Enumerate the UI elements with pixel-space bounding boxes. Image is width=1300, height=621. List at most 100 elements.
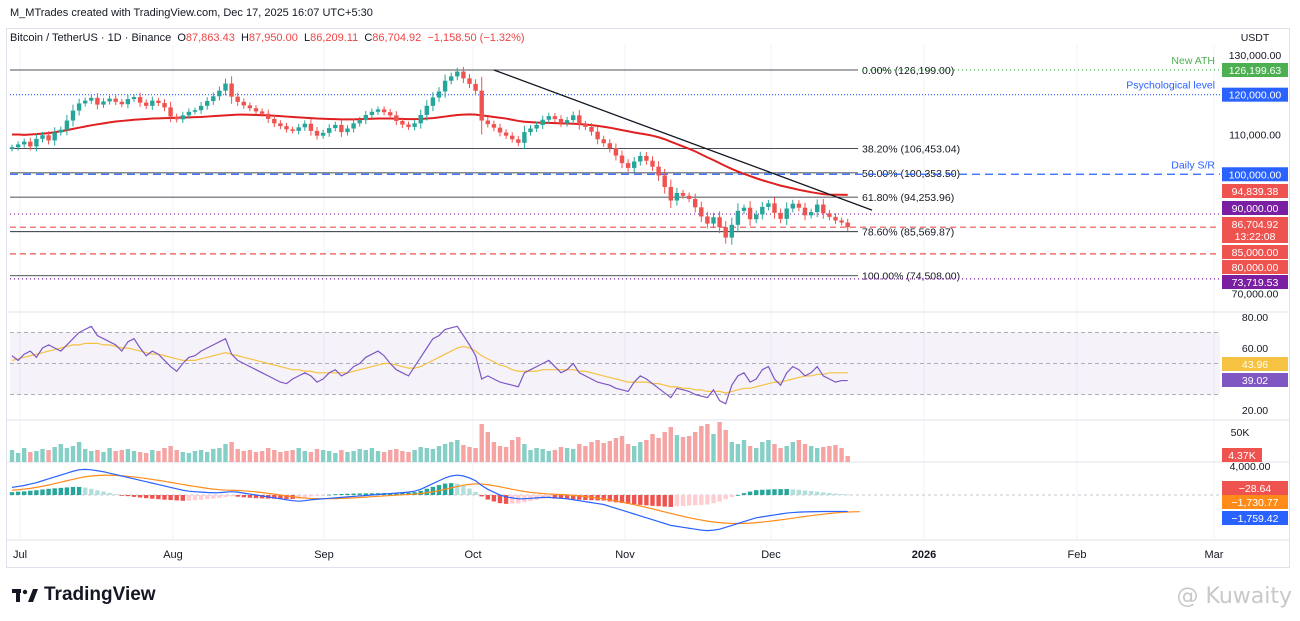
macd-histogram-bar	[327, 494, 332, 496]
level-annotation: New ATH	[1171, 55, 1215, 67]
candle-body	[662, 175, 667, 188]
candle-body	[747, 207, 753, 220]
candle-body	[595, 131, 600, 140]
volume-bar	[723, 430, 728, 462]
x-tick-label: Nov	[615, 549, 635, 561]
macd-histogram-bar	[577, 495, 582, 500]
macd-histogram-bar	[22, 491, 27, 495]
volume-bar	[327, 451, 332, 462]
macd-histogram-bar	[131, 495, 137, 497]
volume-tag: 4.37K	[1228, 450, 1255, 462]
price-tag-box	[1222, 217, 1288, 231]
candle-body	[223, 83, 228, 91]
volume-bar	[833, 445, 838, 462]
volume-bar	[552, 450, 558, 462]
macd-histogram-bar	[662, 495, 667, 507]
candle-body	[558, 118, 564, 124]
symbol-legend: Bitcoin / TetherUS · 1D · Binance O87,86…	[10, 32, 525, 44]
candle-body	[613, 148, 619, 156]
ema-line	[11, 113, 848, 196]
price-tag: 86,704.92	[1232, 219, 1279, 231]
macd-histogram-bar	[76, 486, 82, 495]
candle-body	[778, 212, 783, 219]
volume-bar	[333, 453, 338, 462]
macd-histogram-tag: −28.64	[1239, 483, 1272, 495]
macd-histogram-bar	[333, 494, 338, 496]
macd-histogram-bar	[52, 488, 57, 495]
macd-histogram-bar	[747, 491, 753, 495]
volume-bar	[589, 442, 594, 462]
candle-body	[656, 166, 661, 176]
candle-body	[711, 217, 716, 224]
volume-bar	[772, 444, 777, 462]
level-annotation: Daily S/R	[1171, 159, 1215, 171]
volume-bar	[15, 453, 21, 462]
candle-body	[137, 97, 143, 103]
volume-bar	[320, 450, 326, 462]
volume-bar	[180, 452, 185, 462]
macd-signal-tag: −1,759.42	[1231, 513, 1278, 525]
candle-body	[333, 124, 338, 129]
candle-body	[64, 120, 70, 130]
volume-bar	[638, 442, 643, 462]
candle-body	[272, 118, 277, 124]
volume-bar	[571, 449, 576, 462]
candle-body	[461, 71, 466, 79]
macd-histogram-bar	[180, 495, 185, 501]
candle-body	[400, 120, 405, 125]
macd-histogram-bar	[192, 495, 198, 501]
candle-body	[278, 123, 283, 127]
macd-histogram-bar	[686, 495, 692, 506]
macd-histogram-bar	[144, 495, 149, 499]
macd-histogram-bar	[699, 495, 704, 506]
candle-body	[46, 135, 51, 141]
candle-body	[180, 115, 185, 120]
macd-histogram-bar	[119, 495, 124, 496]
rsi-tick-label: 80.00	[1242, 312, 1268, 324]
volume-bar	[632, 446, 637, 462]
volume-bar	[729, 442, 734, 462]
candle-body	[186, 111, 192, 116]
candle-body	[540, 119, 545, 125]
candle-body	[796, 203, 802, 208]
macd-histogram-bar	[308, 495, 314, 497]
rsi-ma-tag: 43.96	[1242, 359, 1268, 371]
volume-bar	[558, 447, 564, 462]
candle-body	[168, 107, 173, 117]
candle-body	[70, 110, 76, 121]
candle-body	[430, 97, 436, 106]
candle-body	[314, 130, 320, 136]
macd-histogram-bar	[168, 495, 173, 501]
macd-histogram-bar	[461, 485, 466, 495]
candle-body	[741, 207, 747, 211]
price-chart[interactable]: 0.00% (126,199.00)38.20% (106,453.04)50.…	[0, 0, 1300, 580]
tv-logo-icon	[12, 589, 38, 602]
volume-bar	[223, 444, 228, 462]
volume-bar	[284, 451, 289, 462]
candle-body	[241, 101, 246, 106]
macd-histogram-bar	[314, 495, 320, 496]
volume-bar	[406, 452, 411, 462]
rsi-tick-label: 20.00	[1242, 405, 1268, 417]
candle-body	[491, 124, 497, 128]
volume-bar	[497, 446, 503, 462]
volume-bar	[650, 434, 655, 462]
volume-bar	[430, 449, 436, 462]
volume-bar	[613, 438, 619, 462]
volume-bar	[827, 446, 832, 462]
macd-histogram-bar	[760, 489, 765, 495]
macd-histogram-bar	[503, 495, 509, 504]
rsi-ma-line	[11, 342, 848, 394]
volume-bar	[192, 451, 198, 462]
macd-histogram-bar	[790, 489, 795, 495]
x-tick-label: 2026	[912, 549, 936, 561]
candle-body	[369, 111, 375, 115]
candle-body	[735, 210, 741, 225]
candle-body	[510, 135, 515, 140]
macd-histogram-bar	[174, 495, 179, 501]
price-tag-box	[1222, 62, 1288, 77]
x-tick-label: Mar	[1205, 549, 1224, 561]
symbol-name[interactable]: Bitcoin / TetherUS · 1D · Binance	[10, 32, 172, 44]
tradingview-logo[interactable]: TradingView	[12, 584, 156, 606]
candle-body	[217, 90, 222, 97]
